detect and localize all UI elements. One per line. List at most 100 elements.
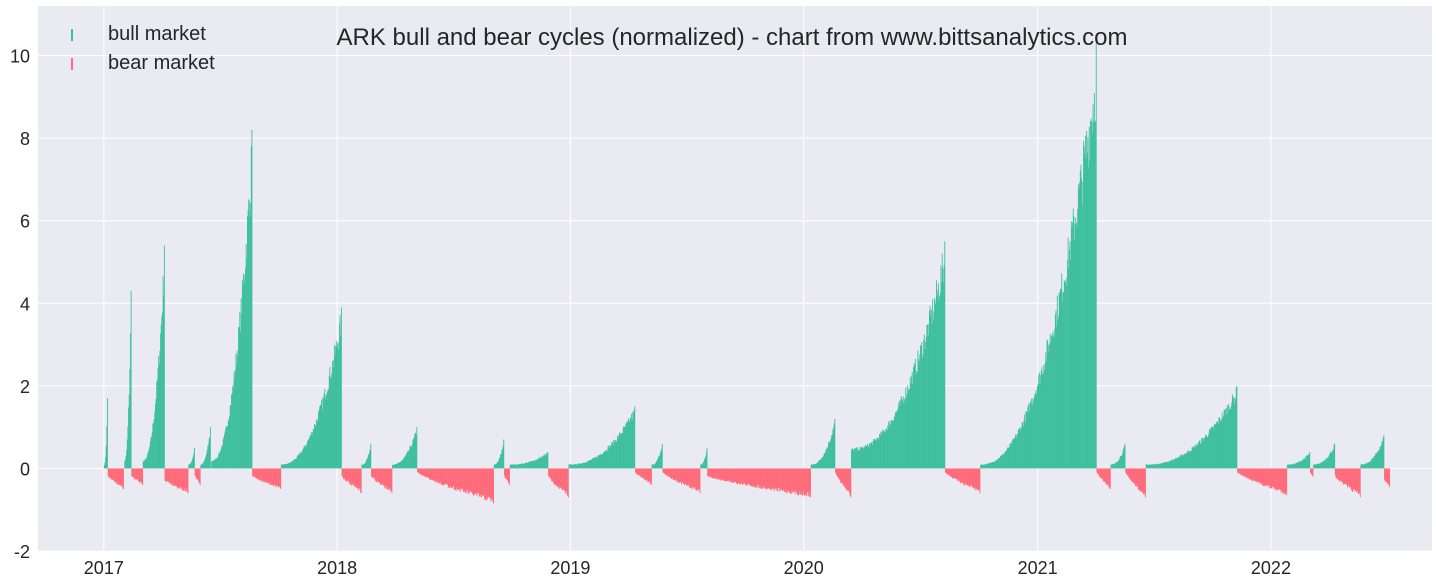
bull-bar [246, 258, 248, 469]
bull-bar [1166, 462, 1168, 469]
bull-bar [999, 457, 1001, 469]
bear-bar [644, 468, 646, 481]
bull-bar [1328, 456, 1330, 469]
bull-bar [1084, 145, 1086, 469]
bull-bar [1331, 452, 1332, 469]
bull-bar [1165, 462, 1167, 469]
bull-bar [1297, 462, 1299, 469]
bull-bar [1360, 464, 1362, 469]
bull-bar [891, 420, 893, 469]
bear-bar [1266, 468, 1268, 486]
bear-bar [1099, 468, 1101, 478]
bear-bar [845, 468, 847, 490]
bear-bar [261, 468, 263, 482]
y-tick-label: 10 [10, 47, 30, 67]
bull-bar [322, 397, 324, 469]
bear-bar [187, 468, 189, 494]
bull-bar [323, 397, 324, 469]
bear-bar [457, 468, 459, 489]
bull-bar [412, 439, 414, 469]
bull-bar [611, 442, 613, 469]
bear-bar [1357, 468, 1359, 491]
bear-bar [1354, 468, 1355, 490]
bear-bar [1269, 468, 1271, 489]
bull-bar [1024, 414, 1026, 469]
bull-bar [291, 461, 293, 469]
bull-bar [1224, 410, 1226, 469]
bull-bar [539, 458, 541, 469]
bull-bar [232, 387, 234, 469]
bull-bar [308, 438, 310, 469]
bear-bar [755, 468, 757, 488]
bull-bar [1155, 464, 1157, 469]
bull-bar [871, 442, 873, 469]
bull-bar [1375, 453, 1377, 469]
bull-bar [302, 449, 304, 469]
bear-bar [765, 468, 767, 490]
bear-bar [489, 468, 491, 498]
bear-bar [698, 468, 700, 490]
bull-bar [125, 455, 127, 469]
bear-bar [119, 468, 121, 486]
bull-bar [230, 405, 232, 469]
bull-bar [858, 450, 860, 469]
bull-bar [1146, 464, 1148, 469]
bull-bar [1368, 462, 1369, 469]
bull-bar [231, 393, 233, 469]
bull-bar [496, 463, 498, 469]
bear-bar [347, 468, 349, 481]
bull-bar [1155, 464, 1157, 469]
bull-bar [1213, 425, 1215, 469]
bear-bar [1276, 468, 1278, 490]
bull-bar [1145, 464, 1147, 469]
bull-bar [869, 444, 871, 469]
bull-bar [321, 399, 323, 469]
bull-bar [218, 453, 220, 469]
bear-bar [268, 468, 270, 483]
bull-bar [337, 343, 339, 469]
bull-bar [937, 289, 939, 469]
bear-bar [649, 468, 651, 484]
bull-bar [405, 454, 407, 469]
bull-bar [1318, 463, 1320, 469]
bull-bar [163, 295, 165, 469]
bull-bar [1293, 464, 1295, 469]
bear-bar [962, 468, 964, 484]
bull-bar [905, 387, 907, 469]
bull-bar [1038, 372, 1040, 469]
bull-bar [618, 437, 620, 469]
y-tick-label: 2 [20, 377, 30, 397]
bear-bar [1098, 468, 1100, 477]
bull-bar [615, 440, 617, 469]
bull-bar [217, 456, 219, 469]
bear-bar [977, 468, 979, 490]
bear-bar [117, 468, 119, 484]
bull-bar [572, 464, 574, 469]
bear-bar [637, 468, 639, 475]
bull-bar [570, 464, 572, 469]
bear-bar [767, 468, 769, 489]
bear-bar [837, 468, 839, 477]
bull-bar [904, 398, 905, 469]
bear-bar [796, 468, 798, 494]
bull-bar [289, 462, 291, 469]
bear-bar [643, 468, 645, 480]
bull-bar [1036, 394, 1038, 469]
bull-bar [1188, 451, 1190, 469]
bear-bar [840, 468, 842, 483]
bear-bar [781, 468, 783, 491]
bear-bar [356, 468, 358, 488]
bear-bar [199, 468, 201, 485]
bear-bar [1387, 468, 1389, 484]
bull-bar [1072, 208, 1074, 469]
bull-bar [1304, 458, 1306, 469]
bear-bar [271, 468, 273, 486]
bull-bar [824, 452, 826, 469]
bull-bar [204, 459, 206, 469]
bear-bar [668, 468, 670, 478]
bull-bar [1323, 460, 1325, 469]
bull-bar [895, 412, 897, 469]
bull-bar [583, 462, 585, 469]
bear-bar [675, 468, 677, 482]
bull-bar [1083, 154, 1085, 469]
